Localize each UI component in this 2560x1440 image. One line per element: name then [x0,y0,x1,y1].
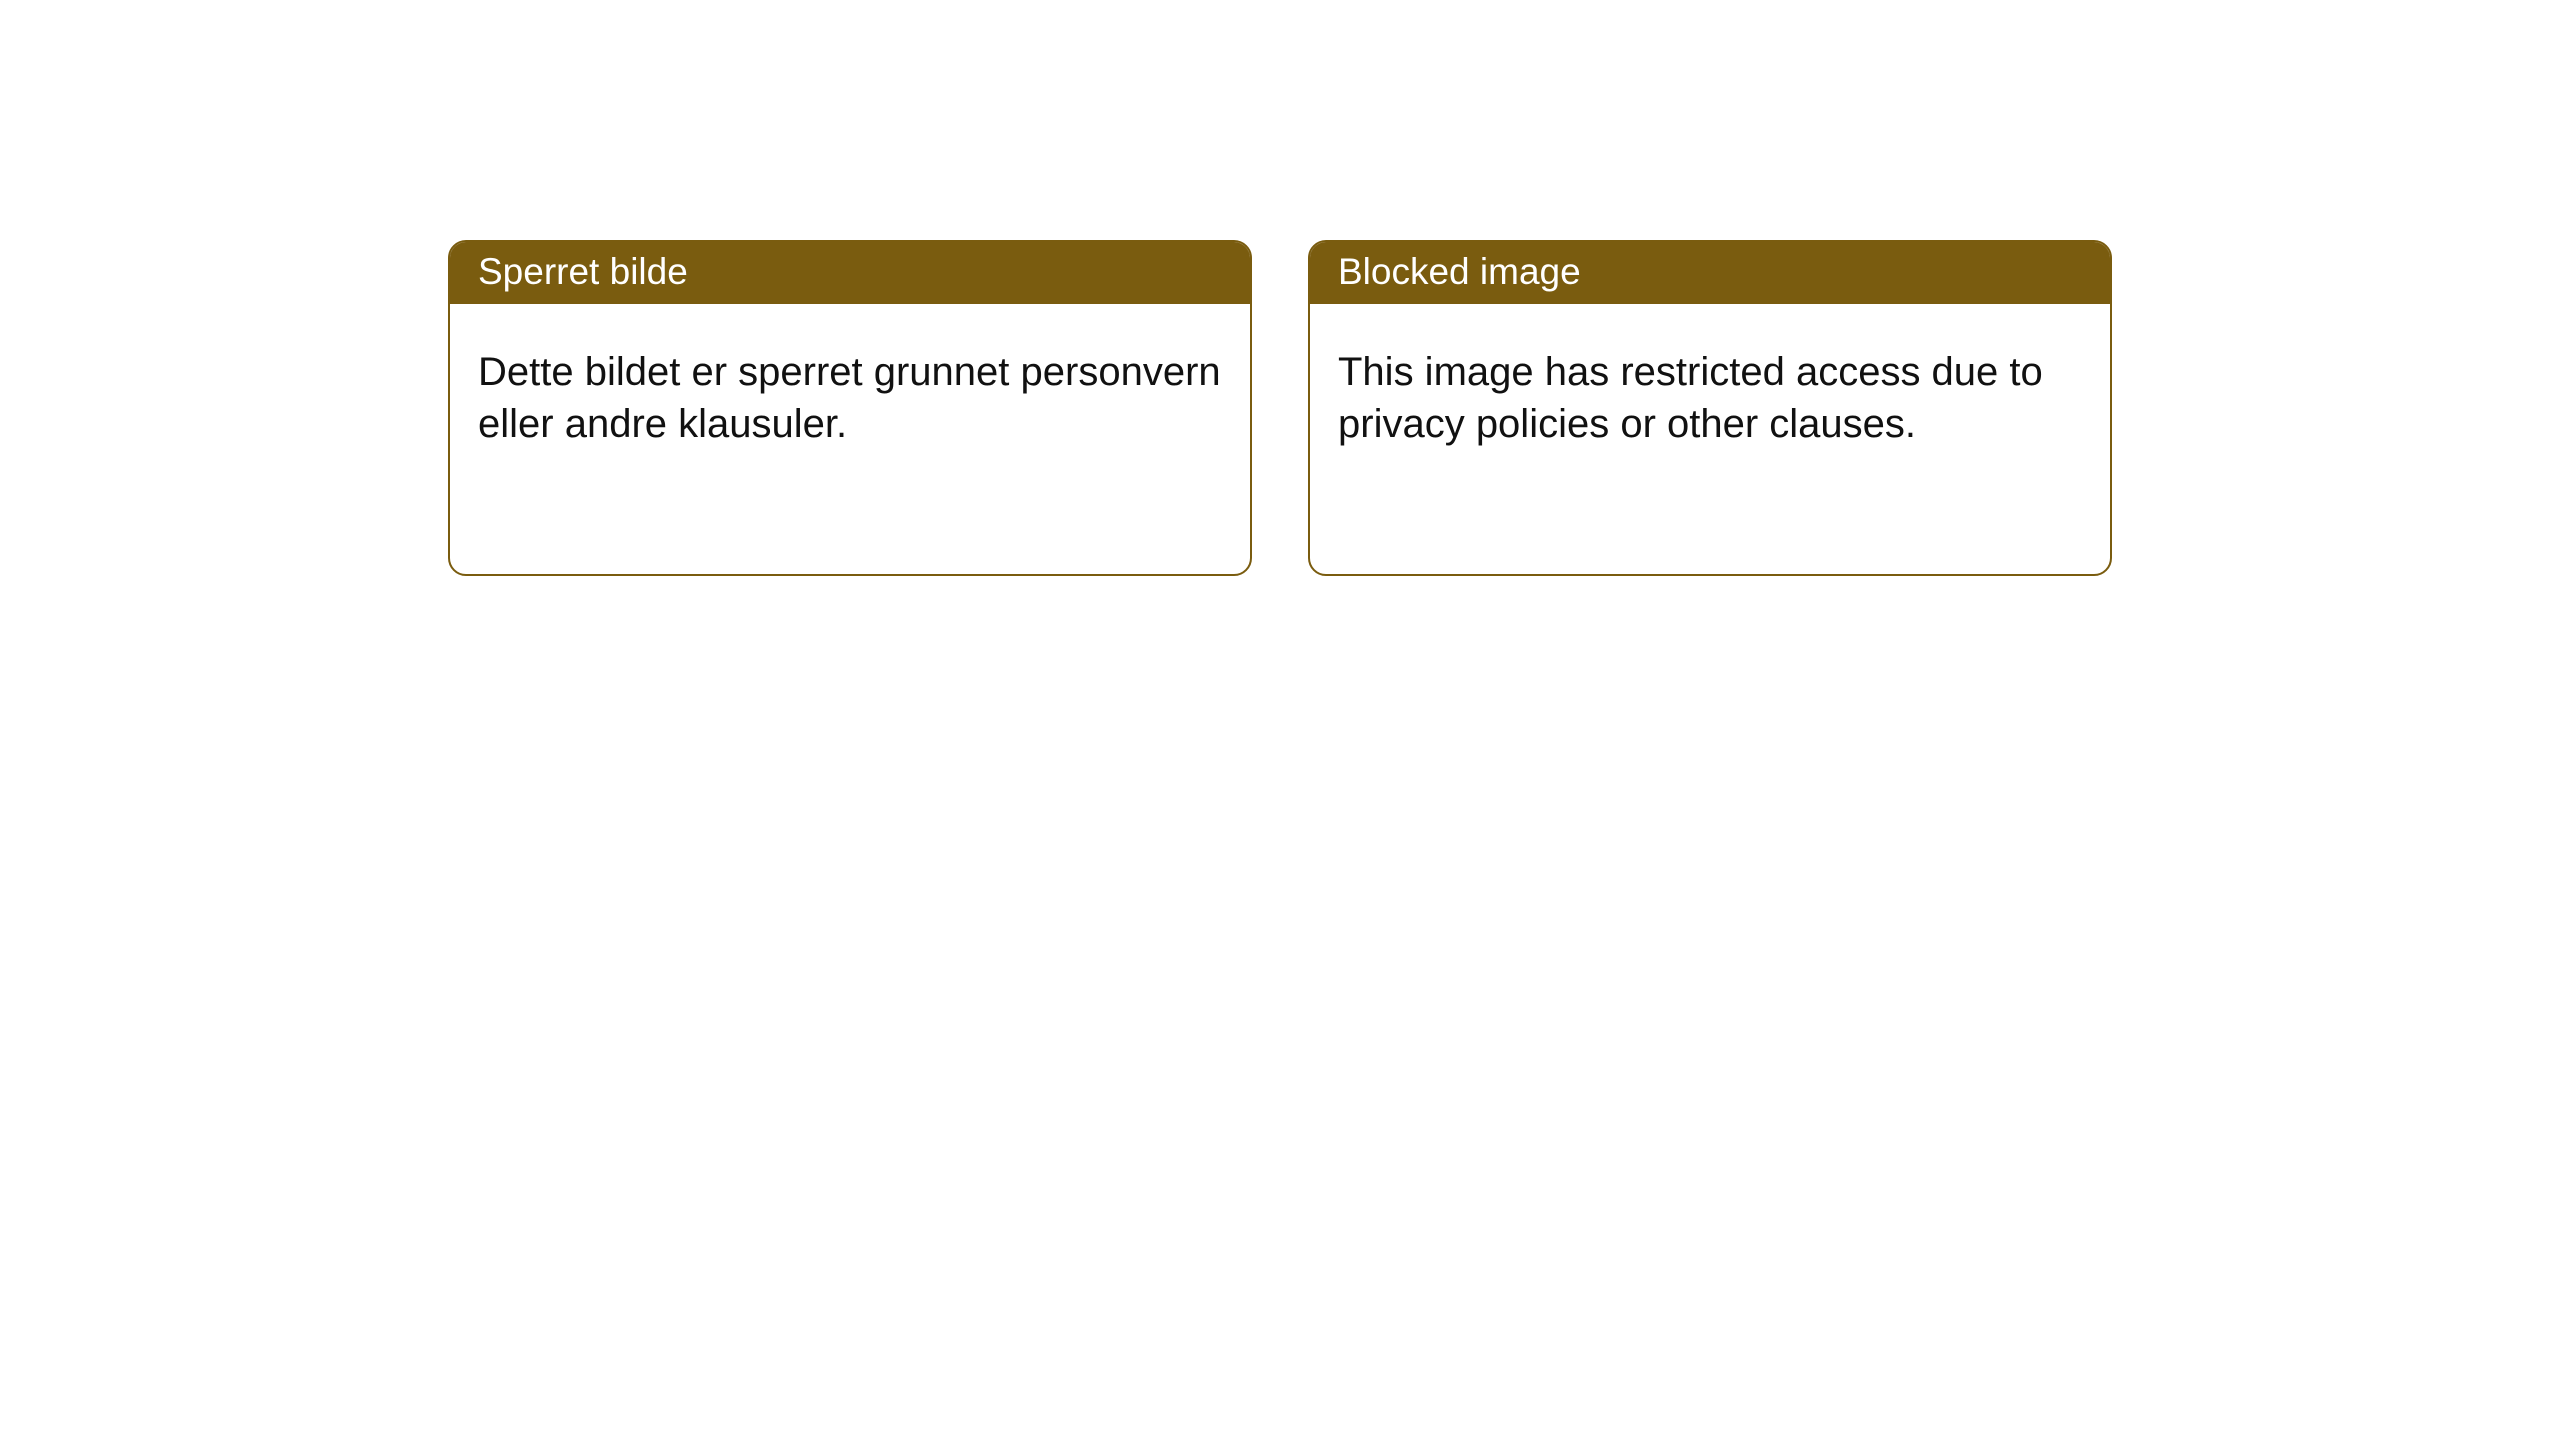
notice-message-english: This image has restricted access due to … [1310,304,2110,478]
notice-card-english: Blocked image This image has restricted … [1308,240,2112,576]
notice-card-norwegian: Sperret bilde Dette bildet er sperret gr… [448,240,1252,576]
notice-header-english: Blocked image [1310,242,2110,304]
notices-container: Sperret bilde Dette bildet er sperret gr… [0,0,2560,576]
notice-message-norwegian: Dette bildet er sperret grunnet personve… [450,304,1250,478]
notice-header-norwegian: Sperret bilde [450,242,1250,304]
